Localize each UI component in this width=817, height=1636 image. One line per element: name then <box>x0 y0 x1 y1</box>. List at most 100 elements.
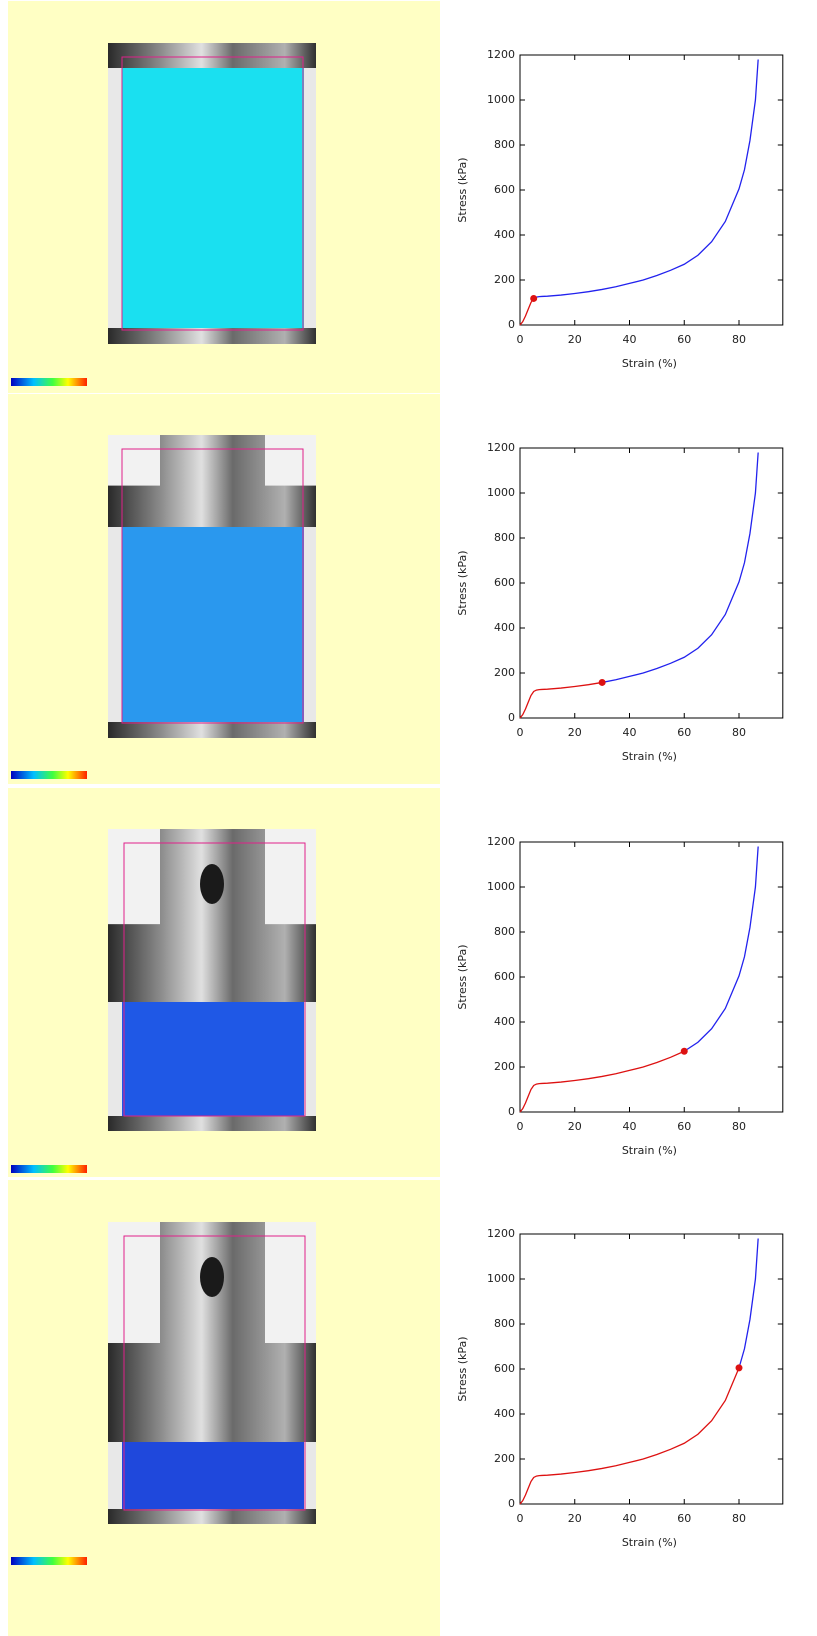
y-tick-label: 800 <box>494 138 515 151</box>
roi-box <box>123 842 306 1117</box>
y-tick-label: 600 <box>494 576 515 589</box>
roi-box <box>121 56 304 331</box>
y-tick-label: 400 <box>494 1015 515 1028</box>
y-tick-label: 600 <box>494 1362 515 1375</box>
y-tick-label: 0 <box>508 318 515 331</box>
current-point <box>735 1364 743 1372</box>
y-tick-label: 800 <box>494 1317 515 1330</box>
grip-hole <box>200 1257 224 1297</box>
current-point <box>680 1047 688 1055</box>
y-tick-label: 400 <box>494 228 515 241</box>
series-line <box>683 846 759 1052</box>
x-tick-label: 0 <box>517 1120 524 1133</box>
series-line <box>533 59 759 300</box>
series-line <box>519 1050 685 1113</box>
x-tick-label: 0 <box>517 726 524 739</box>
series-line <box>602 452 759 684</box>
y-tick-label: 1000 <box>487 1272 515 1285</box>
y-tick-label: 1200 <box>487 441 515 454</box>
y-tick-label: 200 <box>494 666 515 679</box>
y-axis-label: Stress (kPa) <box>456 1336 469 1401</box>
x-axis-label: Strain (%) <box>622 1144 677 1157</box>
x-tick-label: 80 <box>732 1512 746 1525</box>
x-tick-label: 80 <box>732 333 746 346</box>
bottom-plate <box>108 328 316 344</box>
y-tick-label: 1000 <box>487 93 515 106</box>
x-tick-label: 20 <box>568 726 582 739</box>
x-tick-label: 0 <box>517 333 524 346</box>
specimen <box>122 68 304 328</box>
roi-box <box>121 448 304 724</box>
bottom-plate <box>108 1116 316 1131</box>
colorbar <box>11 1165 87 1173</box>
x-axis-label: Strain (%) <box>622 1536 677 1549</box>
bottom-plate <box>108 1509 316 1524</box>
y-tick-label: 400 <box>494 1407 515 1420</box>
x-tick-label: 20 <box>568 333 582 346</box>
y-tick-label: 0 <box>508 1105 515 1118</box>
y-tick-label: 400 <box>494 621 515 634</box>
plot-frame <box>519 447 784 719</box>
panel: 0 200 400 600 800 1000 1200 0 20 40 60 80 Strain (%)… <box>8 1 784 393</box>
x-tick-label: 0 <box>517 1512 524 1525</box>
grip-neck <box>108 435 160 486</box>
y-tick-label: 600 <box>494 183 515 196</box>
grip-neck <box>265 435 316 486</box>
y-tick-label: 800 <box>494 531 515 544</box>
colorbar <box>11 771 87 779</box>
bottom-plate <box>108 722 316 738</box>
y-tick-label: 1000 <box>487 486 515 499</box>
y-axis-label: Stress (kPa) <box>456 944 469 1009</box>
specimen <box>122 1002 304 1116</box>
top-grip <box>108 43 316 68</box>
y-tick-label: 600 <box>494 970 515 983</box>
x-axis-label: Strain (%) <box>622 750 677 763</box>
x-tick-label: 20 <box>568 1120 582 1133</box>
series-line <box>738 1238 759 1369</box>
y-axis-label: Stress (kPa) <box>456 550 469 615</box>
y-tick-label: 0 <box>508 711 515 724</box>
x-tick-label: 40 <box>623 726 637 739</box>
y-tick-label: 800 <box>494 925 515 938</box>
y-tick-label: 200 <box>494 1452 515 1465</box>
x-tick-label: 40 <box>623 333 637 346</box>
plot-frame <box>519 54 784 326</box>
roi-box <box>123 1235 306 1511</box>
y-tick-label: 1000 <box>487 880 515 893</box>
y-tick-label: 200 <box>494 1060 515 1073</box>
x-tick-label: 40 <box>623 1512 637 1525</box>
panel: 0 200 400 600 800 1000 1200 0 20 40 60 80 Strain (%)… <box>8 394 784 784</box>
series-line <box>519 681 603 719</box>
y-tick-label: 1200 <box>487 48 515 61</box>
y-tick-label: 1200 <box>487 835 515 848</box>
x-tick-label: 60 <box>677 1512 691 1525</box>
x-tick-label: 60 <box>677 333 691 346</box>
x-axis-label: Strain (%) <box>622 357 677 370</box>
x-tick-label: 60 <box>677 726 691 739</box>
y-tick-label: 1200 <box>487 1227 515 1240</box>
y-tick-label: 0 <box>508 1497 515 1510</box>
y-tick-label: 200 <box>494 273 515 286</box>
grip-neck <box>108 1222 160 1343</box>
current-point <box>598 678 606 686</box>
specimen <box>122 527 304 722</box>
grip-neck <box>265 829 316 925</box>
current-point <box>530 294 538 302</box>
plot-frame <box>519 841 784 1113</box>
x-tick-label: 80 <box>732 726 746 739</box>
panel: 0 200 400 600 800 1000 1200 0 20 40 60 80 Strain (%)… <box>8 1180 784 1636</box>
series-line <box>519 298 535 326</box>
colorbar <box>11 378 87 386</box>
grip-neck <box>265 1222 316 1343</box>
panel: 0 200 400 600 800 1000 1200 0 20 40 60 80 Strain (%)… <box>8 788 784 1177</box>
x-tick-label: 80 <box>732 1120 746 1133</box>
y-axis-label: Stress (kPa) <box>456 157 469 222</box>
x-tick-label: 60 <box>677 1120 691 1133</box>
series-line <box>519 1367 740 1505</box>
plot-frame <box>519 1233 784 1505</box>
colorbar <box>11 1557 87 1565</box>
specimen <box>122 1442 304 1509</box>
x-tick-label: 20 <box>568 1512 582 1525</box>
